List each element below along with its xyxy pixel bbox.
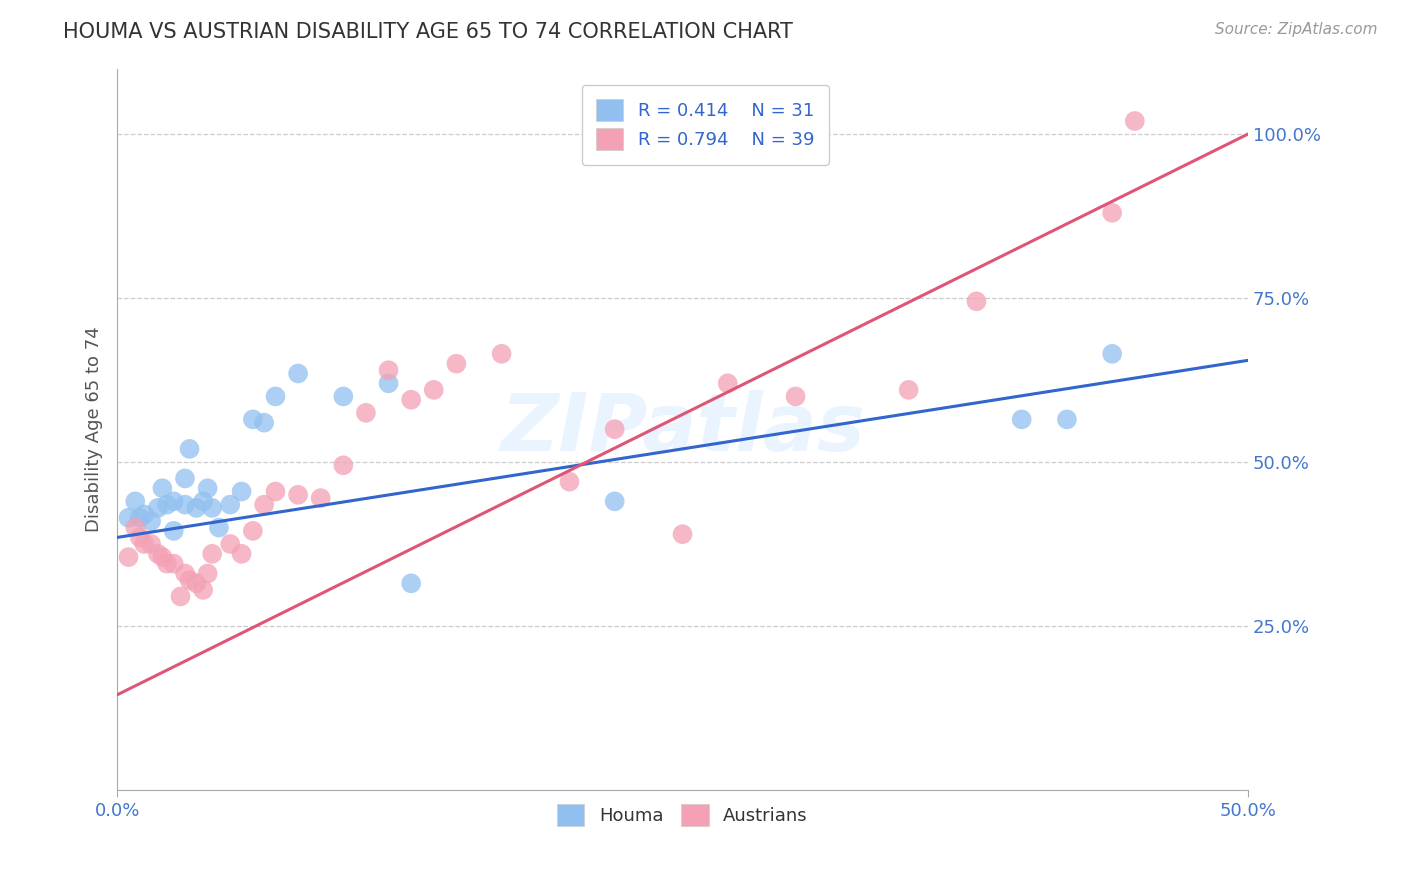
Text: Source: ZipAtlas.com: Source: ZipAtlas.com [1215, 22, 1378, 37]
Point [558, 475, 581, 489]
Point [603, 494, 626, 508]
Point [219, 498, 242, 512]
Point [146, 500, 169, 515]
Point [201, 547, 224, 561]
Point [117, 550, 139, 565]
Point [242, 524, 264, 538]
Point [671, 527, 693, 541]
Point [219, 537, 242, 551]
Point [231, 484, 253, 499]
Point [163, 524, 186, 538]
Point [264, 484, 287, 499]
Point [174, 471, 197, 485]
Point [197, 481, 219, 495]
Point [179, 442, 201, 456]
Point [897, 383, 920, 397]
Point [309, 491, 332, 505]
Point [966, 294, 988, 309]
Legend: Houma, Austrians: Houma, Austrians [548, 795, 817, 835]
Point [169, 590, 191, 604]
Point [717, 376, 740, 391]
Point [191, 494, 214, 508]
Point [399, 576, 422, 591]
Text: ZIPatlas: ZIPatlas [501, 390, 865, 468]
Point [253, 416, 276, 430]
Point [399, 392, 422, 407]
Point [197, 566, 219, 581]
Point [1123, 114, 1146, 128]
Point [1011, 412, 1033, 426]
Point [186, 500, 208, 515]
Point [152, 481, 174, 495]
Point [231, 547, 253, 561]
Point [156, 498, 179, 512]
Text: HOUMA VS AUSTRIAN DISABILITY AGE 65 TO 74 CORRELATION CHART: HOUMA VS AUSTRIAN DISABILITY AGE 65 TO 7… [63, 22, 793, 42]
Point [152, 550, 174, 565]
Point [134, 508, 156, 522]
Point [491, 347, 513, 361]
Point [242, 412, 264, 426]
Point [134, 537, 156, 551]
Point [1101, 347, 1123, 361]
Point [423, 383, 446, 397]
Point [156, 557, 179, 571]
Point [446, 357, 468, 371]
Point [163, 494, 186, 508]
Point [201, 500, 224, 515]
Point [603, 422, 626, 436]
Point [191, 582, 214, 597]
Point [186, 576, 208, 591]
Point [354, 406, 377, 420]
Point [139, 537, 162, 551]
Point [1101, 206, 1123, 220]
Point [139, 514, 162, 528]
Point [128, 510, 150, 524]
Point [1056, 412, 1078, 426]
Point [146, 547, 169, 561]
Point [174, 566, 197, 581]
Point [332, 389, 354, 403]
Point [332, 458, 354, 473]
Point [287, 367, 309, 381]
Point [163, 557, 186, 571]
Point [128, 530, 150, 544]
Point [287, 488, 309, 502]
Point [377, 363, 399, 377]
Point [117, 510, 139, 524]
Y-axis label: Disability Age 65 to 74: Disability Age 65 to 74 [86, 326, 103, 533]
Point [785, 389, 807, 403]
Point [377, 376, 399, 391]
Point [208, 520, 231, 534]
Point [253, 498, 276, 512]
Point [124, 494, 146, 508]
Point [264, 389, 287, 403]
Point [174, 498, 197, 512]
Point [124, 520, 146, 534]
Point [179, 573, 201, 587]
